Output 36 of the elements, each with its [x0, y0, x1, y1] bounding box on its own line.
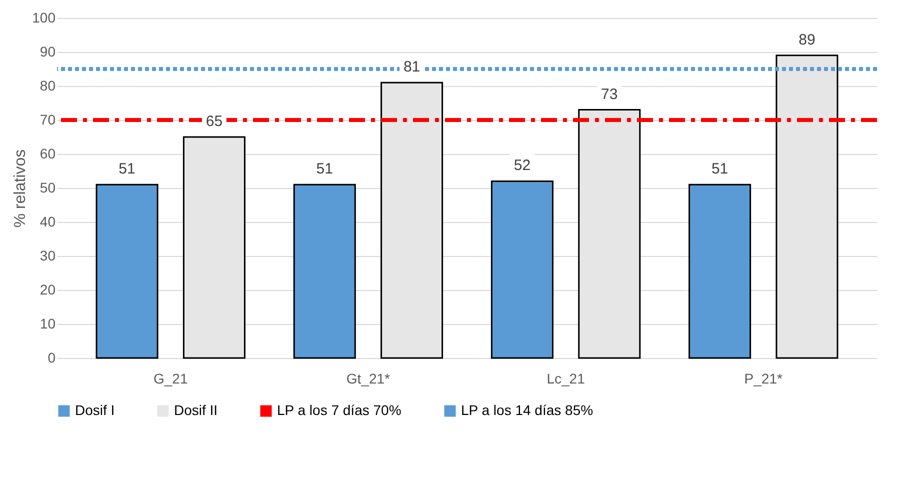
y-tick-label: 0 [48, 350, 56, 366]
legend-label: Dosif I [75, 402, 115, 418]
data-label: 51 [316, 160, 333, 178]
y-tick-label: 100 [32, 10, 56, 26]
data-label: 73 [601, 86, 618, 103]
y-axis-title: % relativos [12, 149, 30, 228]
y-tick-label: 50 [40, 180, 56, 196]
y-tick-label: 90 [40, 44, 56, 60]
bar [293, 184, 356, 359]
y-tick-label: 60 [40, 146, 56, 162]
y-tick-label: 20 [40, 282, 56, 298]
bar [688, 184, 752, 359]
bar [578, 109, 641, 359]
y-tick-label: 80 [40, 78, 56, 94]
x-tick-label: G_21 [153, 370, 188, 386]
bar [776, 54, 838, 359]
y-tick-label: 10 [40, 316, 56, 332]
y-tick-label: 70 [40, 112, 56, 128]
y-tick-label: 30 [40, 248, 56, 264]
x-tick-label: Lc_21 [546, 370, 586, 386]
data-label: 89 [798, 31, 816, 48]
legend-label: LP a los 14 días 85% [461, 402, 594, 418]
bar [182, 136, 246, 359]
bar [96, 184, 158, 359]
data-label: 65 [206, 113, 223, 130]
x-tick-label: P_21* [744, 370, 784, 386]
bar [380, 82, 444, 359]
bar [490, 180, 554, 359]
data-label: 51 [711, 160, 728, 178]
legend-label: LP a los 7 días 70% [277, 402, 402, 418]
x-tick-label: Gt_21* [346, 370, 391, 386]
legend-label: Dosif II [174, 402, 218, 418]
data-label: 81 [403, 58, 420, 76]
data-label: 52 [514, 157, 531, 174]
data-label: 51 [118, 160, 136, 178]
y-tick-label: 40 [40, 214, 56, 230]
